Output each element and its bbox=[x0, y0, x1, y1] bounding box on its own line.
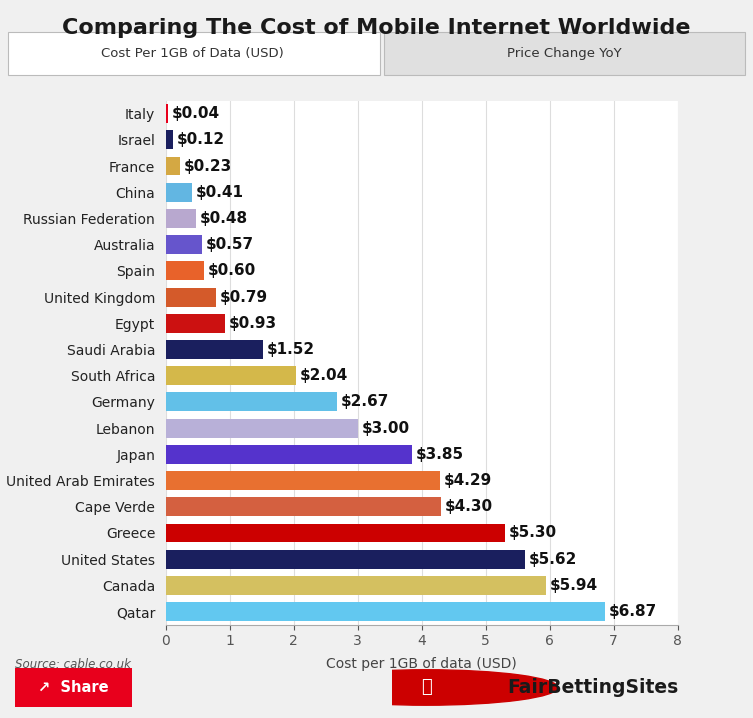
Text: $5.30: $5.30 bbox=[509, 526, 557, 541]
Bar bbox=[166, 576, 546, 595]
Bar bbox=[166, 314, 225, 332]
Text: $4.30: $4.30 bbox=[445, 499, 493, 514]
Text: $3.85: $3.85 bbox=[416, 447, 464, 462]
Text: $2.67: $2.67 bbox=[340, 394, 389, 409]
Text: ⛳: ⛳ bbox=[421, 679, 431, 696]
Text: $0.12: $0.12 bbox=[177, 132, 225, 147]
Bar bbox=[166, 288, 216, 307]
Text: $5.94: $5.94 bbox=[550, 578, 598, 593]
Bar bbox=[166, 419, 358, 437]
Bar bbox=[166, 471, 441, 490]
Text: Source: cable.co.uk: Source: cable.co.uk bbox=[15, 658, 131, 671]
Text: $2.04: $2.04 bbox=[300, 368, 349, 383]
Bar bbox=[166, 523, 505, 542]
Text: $0.48: $0.48 bbox=[200, 211, 248, 226]
FancyBboxPatch shape bbox=[6, 665, 141, 710]
Bar bbox=[166, 183, 192, 202]
Text: $0.41: $0.41 bbox=[196, 185, 244, 200]
Bar bbox=[166, 104, 168, 123]
Bar bbox=[166, 131, 173, 149]
Bar bbox=[166, 498, 441, 516]
Text: $0.93: $0.93 bbox=[229, 316, 277, 331]
Text: $0.23: $0.23 bbox=[184, 159, 233, 174]
Text: $1.52: $1.52 bbox=[267, 342, 315, 357]
Bar bbox=[166, 340, 263, 359]
Text: Comparing The Cost of Mobile Internet Worldwide: Comparing The Cost of Mobile Internet Wo… bbox=[62, 18, 691, 38]
Circle shape bbox=[294, 670, 558, 705]
Bar bbox=[166, 550, 526, 569]
Text: ↗  Share: ↗ Share bbox=[38, 680, 108, 695]
Text: $6.87: $6.87 bbox=[609, 604, 657, 619]
Text: $0.04: $0.04 bbox=[172, 106, 220, 121]
Text: FairBettingSites: FairBettingSites bbox=[507, 678, 678, 697]
Bar bbox=[166, 602, 605, 621]
Text: $0.57: $0.57 bbox=[206, 237, 254, 252]
Text: $0.60: $0.60 bbox=[208, 264, 256, 279]
Text: Cost Per 1GB of Data (USD): Cost Per 1GB of Data (USD) bbox=[101, 47, 283, 60]
Bar bbox=[166, 261, 204, 280]
Text: $0.79: $0.79 bbox=[220, 289, 268, 304]
Bar bbox=[166, 236, 202, 254]
Text: Price Change YoY: Price Change YoY bbox=[508, 47, 622, 60]
Text: $5.62: $5.62 bbox=[529, 551, 578, 567]
Bar bbox=[166, 157, 181, 175]
Text: $4.29: $4.29 bbox=[444, 473, 492, 488]
X-axis label: Cost per 1GB of data (USD): Cost per 1GB of data (USD) bbox=[326, 657, 517, 671]
Bar bbox=[166, 209, 197, 228]
Bar bbox=[166, 393, 337, 411]
Bar bbox=[166, 366, 296, 385]
Text: $3.00: $3.00 bbox=[361, 421, 410, 436]
Bar bbox=[166, 445, 412, 464]
